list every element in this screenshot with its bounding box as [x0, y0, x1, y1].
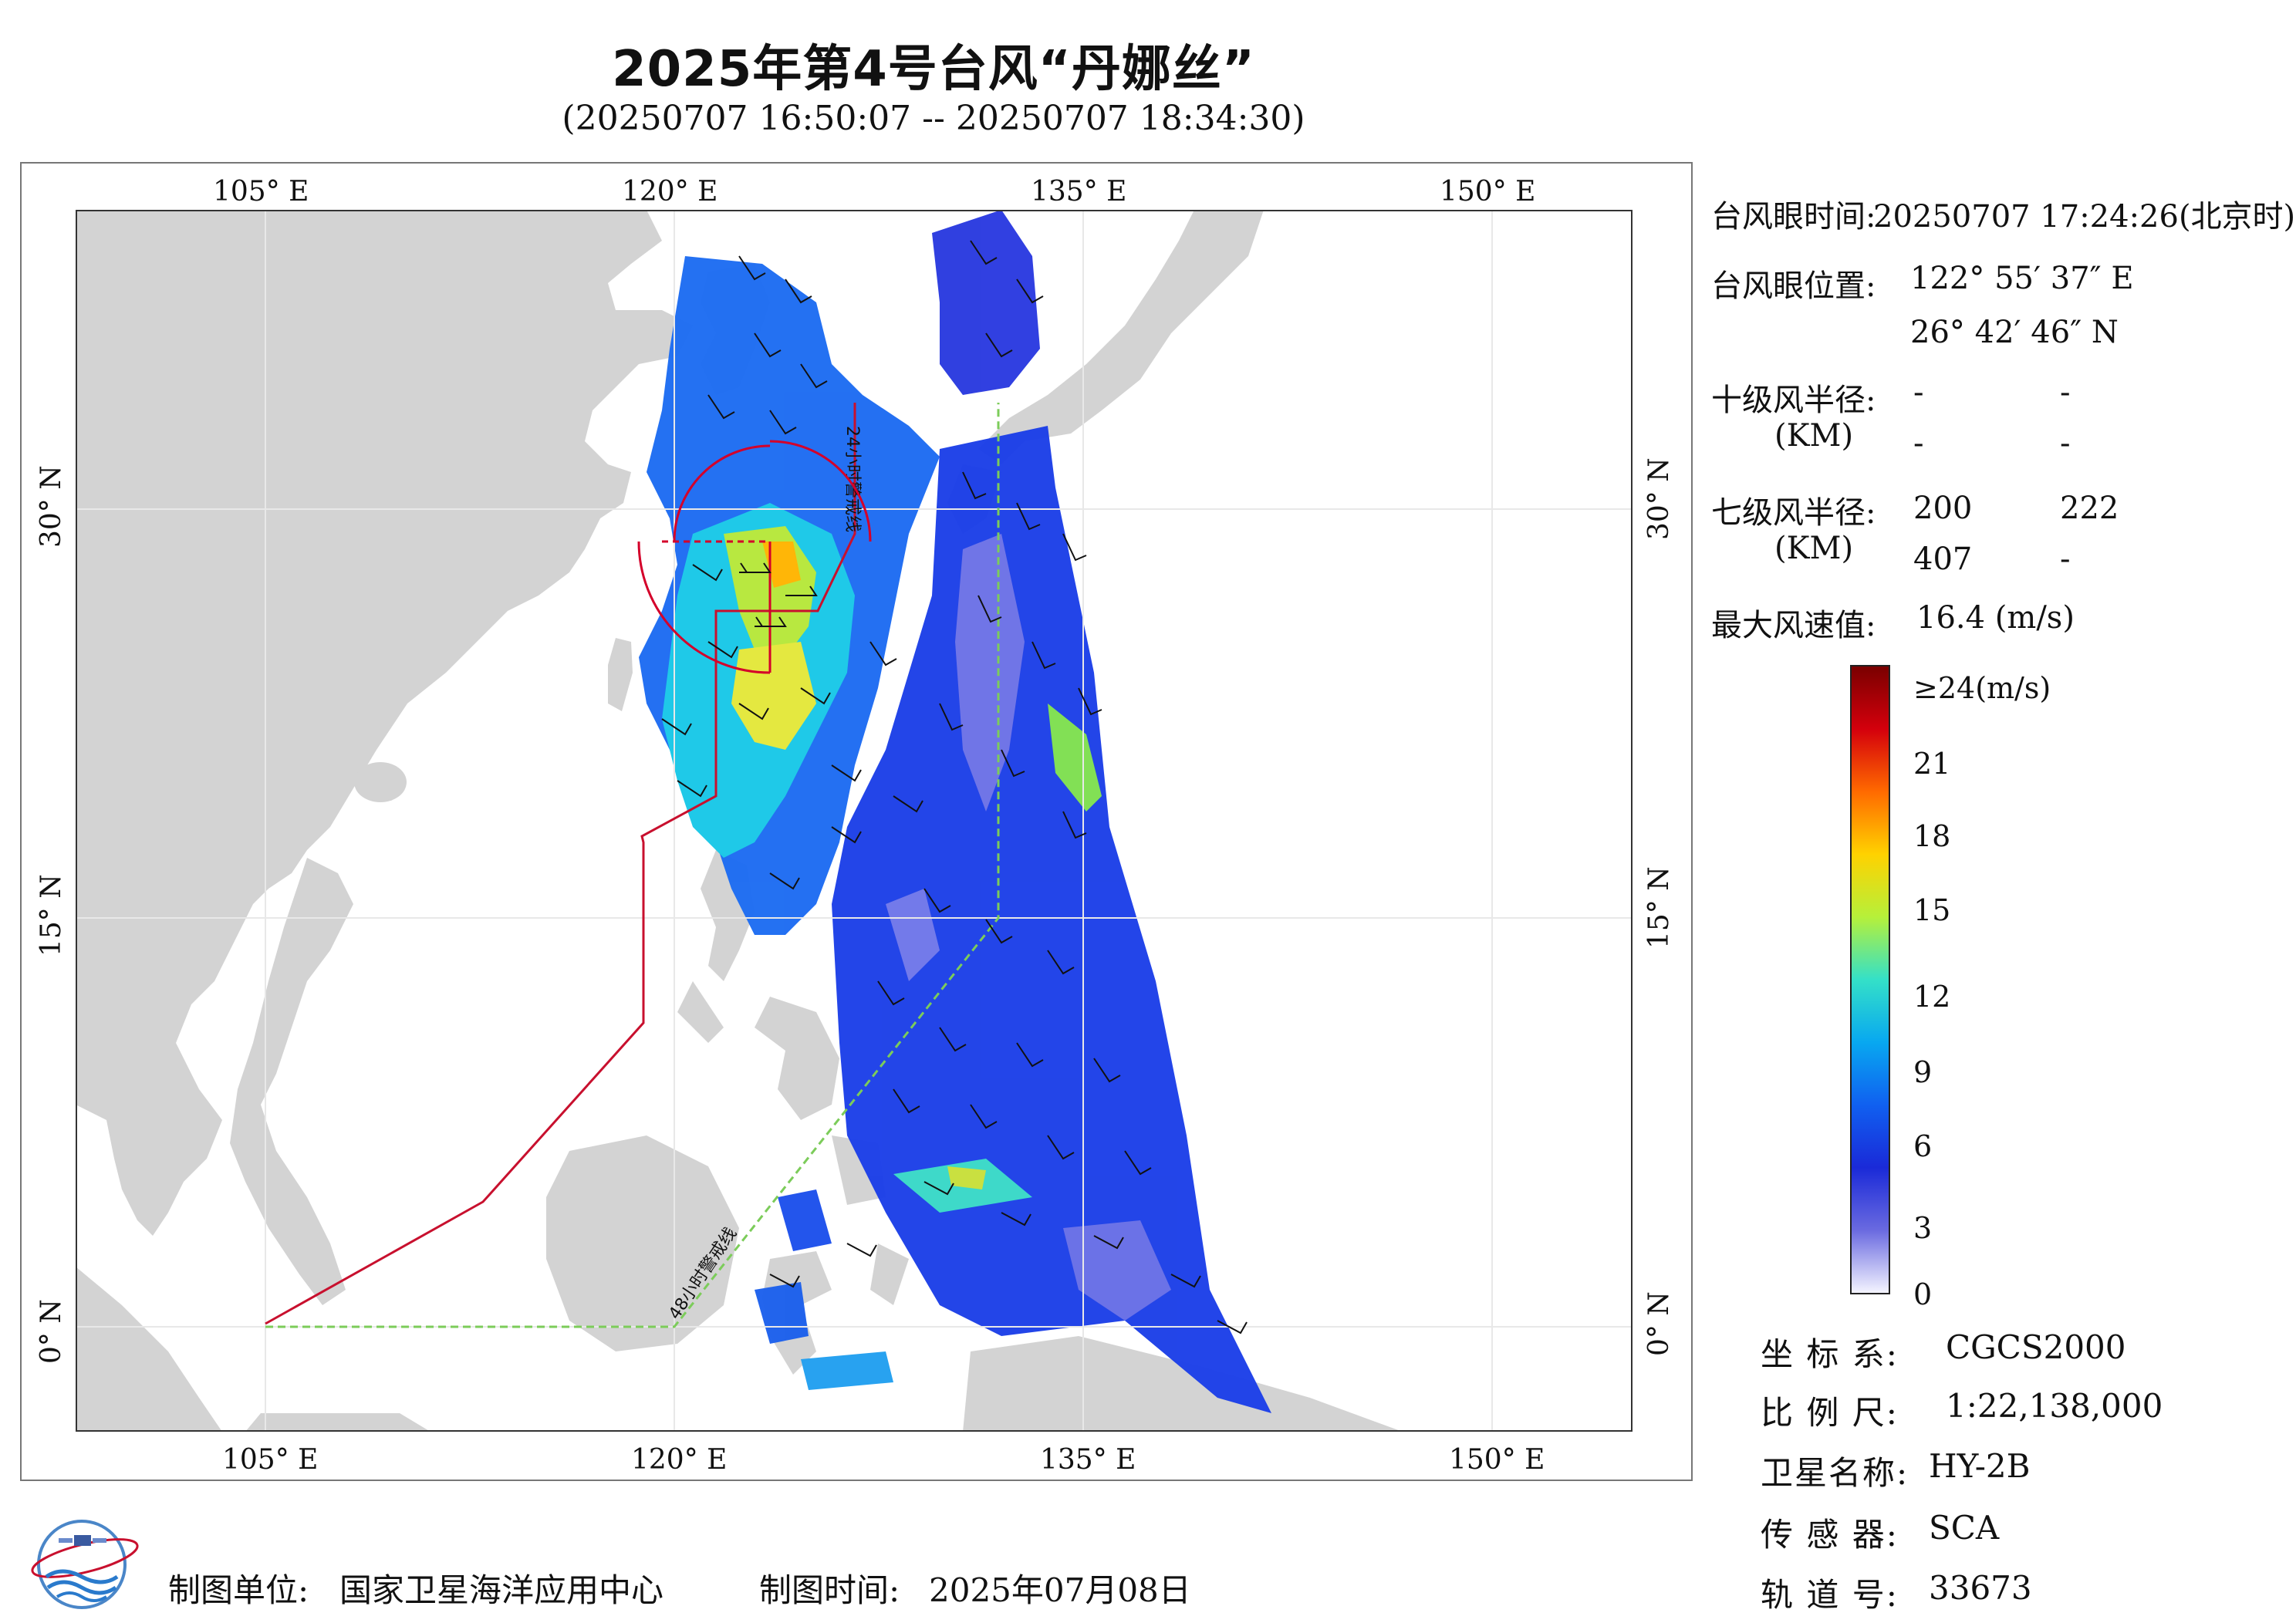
r10-label: 十级风半径: — [1711, 383, 1876, 418]
lat-label-left-0: 0° N — [35, 1299, 67, 1364]
r10-value-1: - — [1913, 375, 1924, 410]
date-label: 制图时间: — [759, 1571, 900, 1609]
lon-label-top-120: 120° E — [622, 176, 718, 208]
r7-label: 七级风半径: — [1711, 495, 1876, 531]
lon-label-bottom-135: 135° E — [1040, 1444, 1136, 1476]
colorbar-tick-12: 12 — [1913, 980, 1951, 1014]
colorbar-tick-3: 3 — [1913, 1211, 1933, 1245]
r7-value-1: 200 — [1913, 491, 1973, 526]
r7-value-2: 222 — [2060, 491, 2119, 526]
eye-pos-label: 台风眼位置: — [1711, 268, 1876, 304]
grid-lines — [76, 210, 1633, 1432]
warning-24h-label: 24小时警戒线 — [842, 426, 862, 532]
lat-label-right-0: 0° N — [1643, 1291, 1675, 1356]
org-label: 制图单位: — [168, 1571, 309, 1609]
colorbar-top-label: ≥24(m/s) — [1913, 671, 2051, 705]
date-value: 2025年07月08日 — [929, 1571, 1191, 1609]
eye-time-label: 台风眼时间: — [1711, 199, 1876, 235]
colorbar-tick-21: 21 — [1913, 747, 1951, 781]
plot-border — [76, 210, 1633, 1432]
orbit-label: 轨 道 号: — [1761, 1576, 1899, 1614]
lon-label-top-150: 150° E — [1440, 176, 1536, 208]
lon-label-bottom-150: 150° E — [1449, 1444, 1545, 1476]
nsoas-logo — [31, 1520, 139, 1609]
colorbar-tick-9: 9 — [1913, 1055, 1933, 1089]
sensor-label: 传 感 器: — [1761, 1516, 1899, 1554]
lon-label-bottom-105: 105° E — [222, 1444, 319, 1476]
colorbar-tick-15: 15 — [1913, 893, 1951, 927]
scale-label: 比 例 尺: — [1761, 1394, 1899, 1432]
eye-lat-value: 26° 42′ 46″ N — [1910, 315, 2119, 350]
colorbar-tick-18: 18 — [1913, 819, 1951, 853]
max-wind-label: 最大风速值: — [1711, 608, 1876, 643]
lat-label-right-15: 15° N — [1643, 866, 1675, 949]
eye-time-value: 20250707 17:24:26(北京时) — [1873, 199, 2296, 235]
r7-value-3: 407 — [1913, 542, 1973, 577]
warning-line-48h — [265, 403, 1000, 1328]
lat-label-left-15: 15° N — [35, 874, 67, 957]
map-plot: 24小时警戒线 48小时警戒线 — [76, 210, 1633, 1432]
warning-line-24h — [265, 403, 856, 1325]
typhoon-radius-ne — [673, 444, 771, 542]
map-subtitle: (20250707 16:50:07 -- 20250707 18:34:30) — [562, 99, 1305, 138]
lon-label-top-135: 135° E — [1031, 176, 1127, 208]
satellite-label: 卫星名称: — [1761, 1454, 1909, 1492]
lon-label-bottom-120: 120° E — [631, 1444, 728, 1476]
colorbar-tick-0: 0 — [1913, 1277, 1933, 1311]
map-title: 2025年第4号台风“丹娜丝” — [612, 41, 1255, 98]
r10-value-3: - — [1913, 426, 1924, 461]
r7-unit: (KM) — [1774, 531, 1854, 566]
satellite-value: HY-2B — [1929, 1447, 2031, 1485]
org-value: 国家卫星海洋应用中心 — [339, 1571, 664, 1609]
r10-unit: (KM) — [1774, 418, 1854, 454]
sensor-value: SCA — [1929, 1509, 2000, 1547]
orbit-value: 33673 — [1929, 1569, 2032, 1607]
lat-label-right-30: 30° N — [1643, 457, 1675, 540]
r7-value-4: - — [2060, 542, 2071, 577]
lat-label-left-30: 30° N — [35, 465, 67, 548]
crs-value: CGCS2000 — [1946, 1328, 2126, 1366]
map-frame — [20, 162, 1693, 1481]
max-wind-value: 16.4 (m/s) — [1916, 600, 2075, 636]
eye-lon-value: 122° 55′ 37″ E — [1910, 261, 2134, 296]
lon-label-top-105: 105° E — [213, 176, 309, 208]
colorbar-tick-6: 6 — [1913, 1129, 1933, 1163]
crs-label: 坐 标 系: — [1761, 1335, 1899, 1373]
r10-value-4: - — [2060, 426, 2071, 461]
scale-value: 1:22,138,000 — [1946, 1387, 2163, 1425]
r10-value-2: - — [2060, 375, 2071, 410]
wind-barbs — [661, 240, 1248, 1335]
colorbar — [1850, 665, 1890, 1294]
